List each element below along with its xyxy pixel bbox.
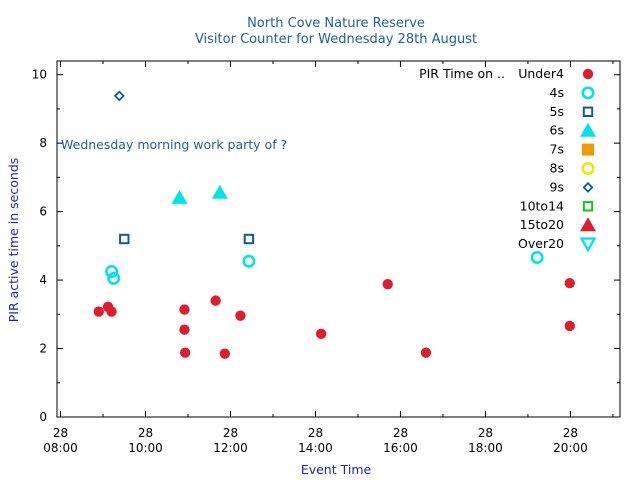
- data-point: [219, 348, 231, 359]
- data-point: [243, 233, 255, 245]
- data-point: [105, 265, 119, 279]
- legend-label: 9s: [550, 179, 564, 194]
- series-6s: [171, 184, 228, 204]
- x-tick-label-time: 08:00: [43, 441, 78, 455]
- x-tick-label-day: 28: [138, 426, 153, 440]
- chart-subtitle: Visitor Counter for Wednesday 28th Augus…: [195, 32, 477, 47]
- y-tick-label: 4: [39, 273, 47, 287]
- data-point: [179, 347, 191, 358]
- data-point: [242, 254, 256, 268]
- legend-marker: [580, 217, 596, 232]
- data-point: [179, 304, 190, 315]
- data-point: [179, 324, 190, 335]
- x-tick-labels: 2808:002810:002812:002814:002816:002818:…: [43, 426, 587, 455]
- legend-marker: [580, 122, 596, 137]
- data-point: [106, 306, 117, 317]
- x-tick-label-time: 12:00: [213, 441, 248, 455]
- legend-label: 7s: [550, 142, 564, 157]
- y-axis-label: PIR active time in seconds: [6, 158, 21, 323]
- legend-entry: 5s: [550, 104, 594, 119]
- x-tick-label-day: 28: [563, 426, 578, 440]
- x-tick-label-time: 10:00: [128, 441, 163, 455]
- data-point: [382, 278, 393, 290]
- legend-marker: [581, 162, 595, 176]
- data-point: [210, 295, 221, 306]
- y-tick-label: 2: [39, 342, 47, 356]
- x-tick-label-day: 28: [308, 426, 323, 440]
- y-tick-label: 10: [32, 68, 47, 82]
- legend-label: 6s: [550, 123, 564, 138]
- legend-marker: [582, 181, 594, 193]
- data-point: [113, 90, 125, 102]
- chart-title: North Cove Nature Reserve: [247, 16, 425, 31]
- data-point: [420, 347, 432, 358]
- data-point: [235, 310, 246, 321]
- data-point: [530, 250, 544, 264]
- data-point: [211, 184, 228, 199]
- legend: Under4 4s 5s 6s 7s 8s 9s 10to14 15to20 Over20: [518, 66, 597, 253]
- series-9s: [113, 90, 125, 102]
- x-tick-label-time: 14:00: [298, 441, 333, 455]
- x-tick-label-time: 18:00: [468, 441, 503, 455]
- x-tick-label-day: 28: [223, 426, 238, 440]
- legend-marker: [582, 68, 594, 80]
- x-tick-label-day: 28: [478, 426, 493, 440]
- legend-entry: 10to14: [520, 198, 594, 213]
- legend-entry: 6s: [550, 122, 596, 138]
- legend-label: 10to14: [520, 198, 564, 213]
- data-points: [93, 90, 575, 359]
- legend-entry: 7s: [550, 142, 594, 157]
- legend-label: 5s: [550, 104, 564, 119]
- data-point: [171, 189, 188, 204]
- series-under4: [93, 277, 575, 359]
- annotation-work-party: Wednesday morning work party of ?: [61, 137, 287, 152]
- legend-label: 4s: [550, 85, 564, 100]
- data-point: [564, 277, 575, 289]
- legend-marker: [579, 237, 597, 253]
- x-axis-label: Event Time: [301, 462, 372, 477]
- legend-label: Under4: [518, 66, 564, 81]
- legend-entry: Over20: [518, 236, 597, 253]
- x-tick-label-time: 20:00: [553, 441, 588, 455]
- legend-entry: 9s: [550, 179, 594, 194]
- y-tick-label: 8: [39, 136, 47, 150]
- series-4s: [105, 250, 544, 285]
- data-point: [107, 271, 121, 285]
- x-tick-label-time: 16:00: [383, 441, 418, 455]
- axis-ticks: [57, 61, 620, 418]
- data-point: [93, 306, 104, 317]
- series-5s: [119, 233, 255, 245]
- data-point: [315, 328, 327, 340]
- legend-entry: Under4: [518, 66, 594, 81]
- y-tick-labels: 0 2 4 6 8 10: [32, 68, 47, 424]
- legend-marker: [582, 201, 594, 212]
- plot-frame: [56, 60, 621, 418]
- legend-entry: 4s: [550, 85, 595, 100]
- data-point: [119, 233, 130, 245]
- data-point: [564, 320, 575, 332]
- legend-label: 8s: [550, 161, 564, 176]
- legend-marker: [582, 106, 594, 117]
- x-tick-label-day: 28: [53, 426, 68, 440]
- legend-label: 15to20: [520, 217, 564, 232]
- y-tick-label: 6: [39, 205, 47, 219]
- legend-title: PIR Time on ..: [419, 66, 505, 81]
- legend-entry: 8s: [550, 161, 595, 176]
- legend-marker: [582, 143, 594, 156]
- legend-marker: [581, 86, 595, 100]
- x-tick-label-day: 28: [393, 426, 408, 440]
- y-tick-label: 0: [39, 410, 47, 424]
- legend-label: Over20: [518, 236, 564, 251]
- legend-entry: 15to20: [520, 217, 596, 232]
